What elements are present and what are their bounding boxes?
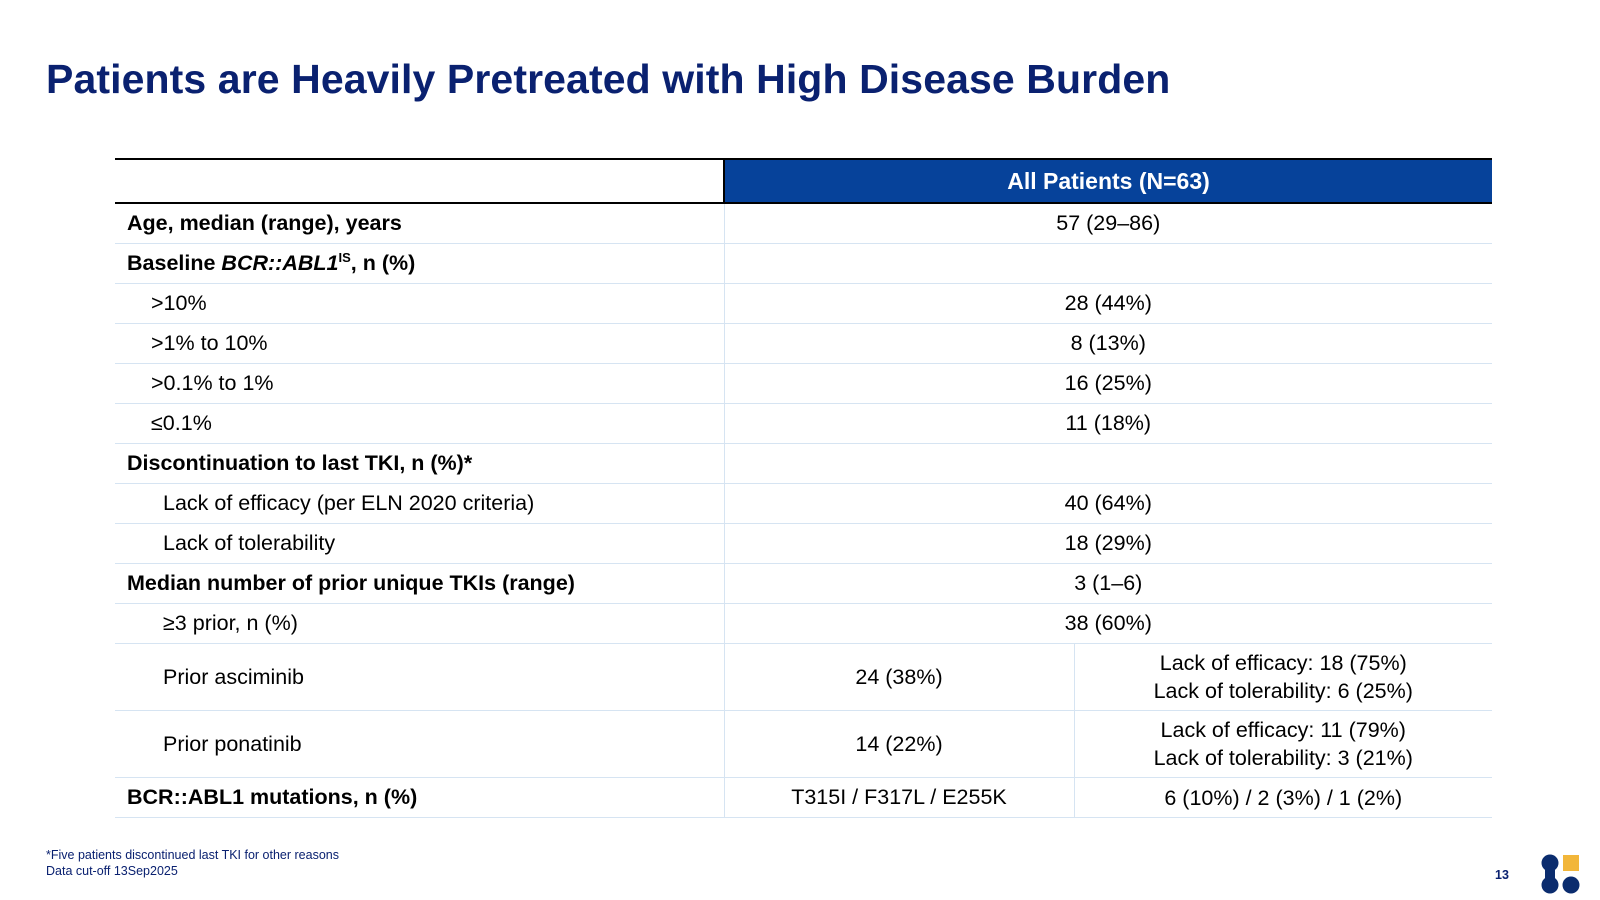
row-value: 16 (25%): [723, 363, 1492, 404]
row-value: 11 (18%): [723, 403, 1492, 444]
table-row: BCR::ABL1 mutations, n (%) T315I / F317L…: [115, 777, 1492, 818]
row-label: ≤0.1%: [115, 403, 724, 444]
table-row: Prior asciminib 24 (38%) Lack of efficac…: [115, 643, 1492, 711]
slide-title: Patients are Heavily Pretreated with Hig…: [46, 56, 1171, 102]
table-row: >10% 28 (44%): [115, 283, 1492, 324]
label-pre: Baseline: [127, 251, 222, 276]
table-row: Baseline BCR::ABL1IS, n (%): [115, 243, 1492, 284]
row-value: 18 (29%): [723, 523, 1492, 564]
row-breakdown: Lack of efficacy: 18 (75%) Lack of tolera…: [1073, 643, 1492, 711]
row-label: BCR::ABL1 mutations, n (%): [115, 777, 724, 818]
breakdown-line: Lack of efficacy: 18 (75%): [1159, 651, 1407, 675]
row-breakdown: 6 (10%) / 2 (3%) / 1 (2%): [1073, 777, 1492, 818]
table-header-row: All Patients (N=63): [115, 158, 1492, 204]
table-row: Median number of prior unique TKIs (rang…: [115, 563, 1492, 604]
table-row: Lack of efficacy (per ELN 2020 criteria)…: [115, 483, 1492, 524]
footnote-data-cutoff: Data cut-off 13Sep2025: [46, 864, 178, 878]
row-value: 24 (38%): [723, 643, 1074, 711]
table-row: ≤0.1% 11 (18%): [115, 403, 1492, 444]
row-label: Age, median (range), years: [115, 203, 724, 244]
row-value: 57 (29–86): [723, 203, 1492, 244]
page-number: 13: [1495, 868, 1509, 882]
label-sup: IS: [338, 250, 351, 266]
row-label: >0.1% to 1%: [115, 363, 724, 404]
table-row: Age, median (range), years 57 (29–86): [115, 203, 1492, 244]
breakdown-line: Lack of tolerability: 6 (25%): [1153, 679, 1413, 703]
row-value: 14 (22%): [723, 710, 1074, 778]
row-value: 8 (13%): [723, 323, 1492, 364]
row-label: Baseline BCR::ABL1IS, n (%): [115, 243, 724, 284]
row-label: Lack of efficacy (per ELN 2020 criteria): [115, 483, 724, 524]
company-logo-icon: [1541, 854, 1580, 894]
row-label: >1% to 10%: [115, 323, 724, 364]
label-post: , n (%): [350, 251, 416, 276]
baseline-characteristics-table: All Patients (N=63) Age, median (range),…: [115, 158, 1492, 818]
breakdown-line: Lack of efficacy: 11 (79%): [1160, 718, 1406, 742]
row-breakdown: Lack of efficacy: 11 (79%) Lack of tolera…: [1073, 710, 1492, 778]
row-label: Discontinuation to last TKI, n (%)*: [115, 443, 724, 484]
breakdown-line: Lack of tolerability: 3 (21%): [1153, 746, 1413, 770]
row-value: 40 (64%): [723, 483, 1492, 524]
row-value: 28 (44%): [723, 283, 1492, 324]
table-row: >0.1% to 1% 16 (25%): [115, 363, 1492, 404]
header-all-patients: All Patients (N=63): [723, 158, 1492, 204]
footnote-other-reasons: *Five patients discontinued last TKI for…: [46, 848, 339, 862]
row-value: 38 (60%): [723, 603, 1492, 644]
row-label: Lack of tolerability: [115, 523, 724, 564]
table-row: Lack of tolerability 18 (29%): [115, 523, 1492, 564]
table-row: >1% to 10% 8 (13%): [115, 323, 1492, 364]
header-empty-cell: [115, 158, 724, 204]
table-row: ≥3 prior, n (%) 38 (60%): [115, 603, 1492, 644]
row-value: [723, 443, 1492, 484]
row-label: ≥3 prior, n (%): [115, 603, 724, 644]
row-label: Median number of prior unique TKIs (rang…: [115, 563, 724, 604]
table-row: Prior ponatinib 14 (22%) Lack of efficac…: [115, 710, 1492, 778]
row-label: Prior asciminib: [115, 643, 724, 711]
row-value: 3 (1–6): [723, 563, 1492, 604]
label-italic: BCR::ABL1: [221, 251, 339, 276]
table-row: Discontinuation to last TKI, n (%)*: [115, 443, 1492, 484]
footnotes: *Five patients discontinued last TKI for…: [46, 847, 339, 879]
row-label: >10%: [115, 283, 724, 324]
row-value: [723, 243, 1492, 284]
row-value: T315I / F317L / E255K: [723, 777, 1074, 818]
row-label: Prior ponatinib: [115, 710, 724, 778]
